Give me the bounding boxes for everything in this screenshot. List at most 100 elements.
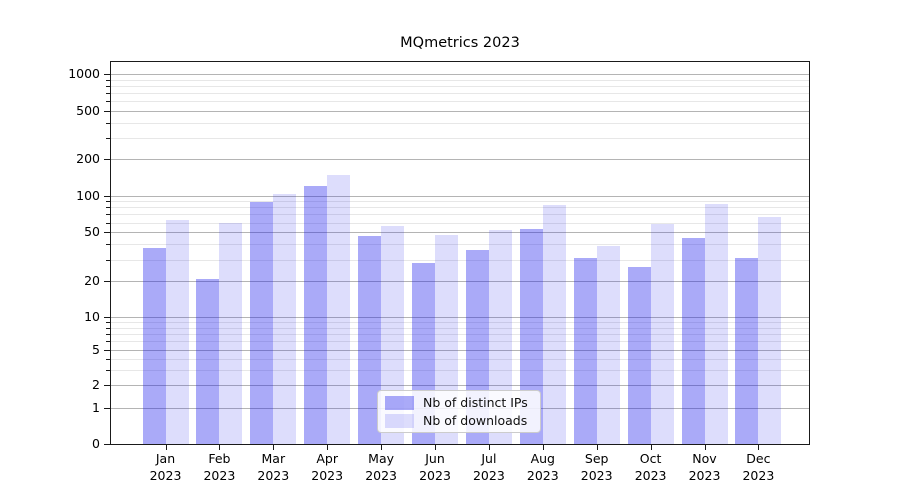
y-tick-mark (104, 232, 110, 234)
x-tick-label: Sep 2023 (580, 451, 613, 483)
minor-gridline (111, 260, 809, 261)
major-gridline (111, 159, 809, 160)
x-tick-label: Jul 2023 (472, 451, 505, 483)
y-tick-label: 2 (92, 377, 100, 393)
y-minor-tick-mark (106, 207, 110, 209)
y-tick-label: 0 (92, 436, 100, 451)
y-minor-tick-mark (106, 85, 110, 87)
legend-swatch-downloads (385, 413, 414, 428)
y-tick-mark (104, 385, 110, 387)
y-minor-tick-mark (106, 341, 110, 343)
y-minor-tick-mark (106, 259, 110, 261)
y-minor-tick-mark (106, 369, 110, 371)
bar-downloads (758, 216, 782, 444)
major-gridline (111, 232, 809, 233)
x-tick-label: Apr 2023 (311, 451, 344, 483)
major-gridline (111, 317, 809, 318)
major-gridline (111, 281, 809, 282)
y-minor-tick-mark (106, 79, 110, 81)
major-gridline (111, 111, 809, 112)
x-tick-mark (273, 445, 275, 450)
y-tick-label: 1 (92, 400, 100, 416)
y-tick-mark (104, 408, 110, 410)
x-tick-label: May 2023 (365, 451, 397, 483)
legend-item-distinct-ips: Nb of distinct IPs (385, 395, 540, 410)
y-minor-tick-mark (106, 327, 110, 329)
y-tick-mark (104, 195, 110, 197)
minor-gridline (111, 123, 809, 124)
y-tick-label: 10 (84, 309, 100, 324)
bar-distinct-ips (681, 238, 705, 444)
y-tick-label: 1000 (68, 66, 100, 81)
y-tick-label: 100 (76, 187, 100, 203)
y-minor-tick-mark (106, 137, 110, 139)
y-minor-tick-mark (106, 101, 110, 103)
x-tick-label: Oct 2023 (634, 451, 667, 483)
y-tick-label: 20 (84, 273, 100, 289)
y-minor-tick-mark (106, 214, 110, 216)
x-tick-mark (165, 445, 167, 450)
bar-downloads (219, 222, 243, 444)
minor-gridline (111, 138, 809, 139)
minor-gridline (111, 101, 809, 102)
x-tick-mark (219, 445, 221, 450)
bar-distinct-ips (735, 257, 759, 444)
y-minor-tick-mark (106, 244, 110, 246)
x-tick-mark (650, 445, 652, 450)
bar-downloads (650, 224, 674, 444)
legend: Nb of distinct IPs Nb of downloads (377, 390, 541, 433)
y-minor-tick-mark (106, 222, 110, 224)
x-tick-mark (381, 445, 383, 450)
legend-label: Nb of downloads (423, 413, 528, 428)
minor-gridline (111, 359, 809, 360)
bar-distinct-ips (250, 201, 274, 444)
minor-gridline (111, 322, 809, 323)
bar-downloads (704, 203, 728, 444)
bar-downloads (327, 175, 351, 444)
bar-downloads (273, 193, 297, 444)
minor-gridline (111, 80, 809, 81)
minor-gridline (111, 334, 809, 335)
y-minor-tick-mark (106, 333, 110, 335)
legend-swatch-distinct-ips (385, 395, 414, 410)
plot-area (110, 61, 810, 445)
minor-gridline (111, 93, 809, 94)
minor-gridline (111, 214, 809, 215)
x-tick-label: Dec 2023 (742, 451, 775, 483)
bar-downloads (542, 204, 566, 444)
bar-distinct-ips (627, 267, 651, 444)
y-tick-mark (104, 281, 110, 283)
x-tick-mark (596, 445, 598, 450)
minor-gridline (111, 370, 809, 371)
y-tick-label: 200 (76, 151, 100, 167)
x-tick-label: Mar 2023 (257, 451, 290, 483)
y-tick-label: 500 (76, 102, 100, 118)
bar-distinct-ips (196, 278, 220, 444)
y-tick-mark (104, 159, 110, 161)
bar-downloads (381, 226, 405, 444)
x-tick-label: Aug 2023 (526, 451, 559, 483)
minor-gridline (111, 207, 809, 208)
y-minor-tick-mark (106, 358, 110, 360)
x-tick-label: Jan 2023 (149, 451, 182, 483)
major-gridline (111, 385, 809, 386)
x-tick-mark (327, 445, 329, 450)
x-tick-label: Feb 2023 (203, 451, 236, 483)
y-minor-tick-mark (106, 201, 110, 203)
bar-downloads (165, 220, 189, 444)
y-tick-label: 50 (84, 224, 100, 240)
minor-gridline (111, 201, 809, 202)
y-tick-label: 5 (92, 342, 100, 357)
minor-gridline (111, 341, 809, 342)
y-minor-tick-mark (106, 122, 110, 124)
bar-distinct-ips (358, 235, 382, 444)
y-tick-mark (104, 317, 110, 318)
legend-item-downloads: Nb of downloads (385, 413, 540, 428)
x-tick-mark (758, 445, 760, 450)
minor-gridline (111, 223, 809, 224)
x-tick-mark (435, 445, 436, 450)
y-tick-mark (104, 110, 110, 112)
y-tick-mark (104, 350, 110, 351)
y-tick-mark (104, 74, 110, 75)
